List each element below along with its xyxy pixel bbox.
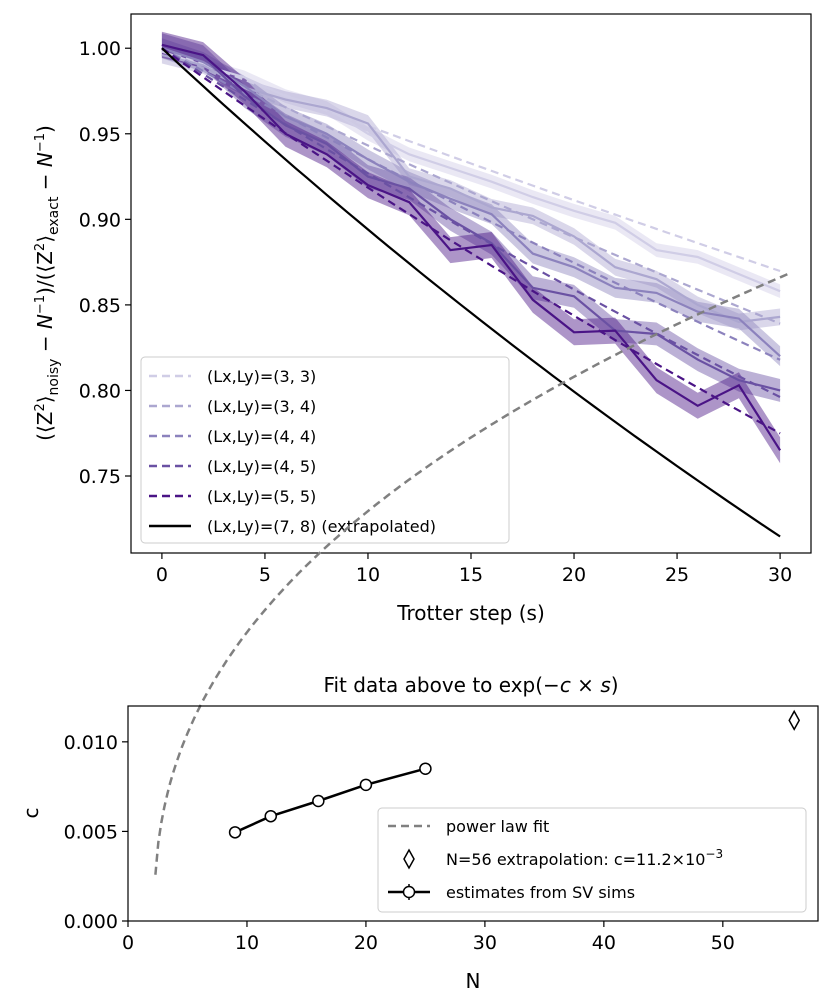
x-tick-label: 5 (259, 564, 271, 586)
x-tick-label: 25 (665, 564, 689, 586)
error-band (161, 44, 781, 298)
top-chart: 0 5 10 15 20 25 30 0.75 0.80 0.85 0.90 0.95 1.00 Tr… (33, 13, 812, 625)
y-tick-label: 1.00 (79, 38, 121, 60)
legend-swatch-extrapolation (403, 848, 415, 870)
legend-label: (Lx,Ly)=(4, 5) (207, 457, 316, 476)
x-tick-label: 20 (354, 932, 378, 954)
bottom-plot-area (154, 271, 801, 875)
x-tick-label: 10 (356, 564, 380, 586)
bottom-y-axis-label: c (19, 808, 43, 819)
legend-label: (Lx,Ly)=(5, 5) (207, 487, 316, 506)
x-tick-label: 40 (592, 932, 616, 954)
noisy-series-line (161, 54, 781, 324)
bottom-x-ticks: 0 10 20 30 40 50 (122, 921, 735, 954)
top-y-axis-label: (⟨Z2⟩noisy − N−1)/(⟨Z2⟩exact − N−1) (33, 125, 62, 441)
y-tick-label: 0.000 (64, 911, 118, 933)
error-band (161, 38, 781, 367)
top-x-ticks: 0 5 10 15 20 25 30 (156, 553, 792, 586)
legend-label-extrapolation: N=56 extrapolation: c=11.2×10−3 (446, 847, 723, 869)
legend-label-power-law: power law fit (446, 817, 549, 836)
fit-series-line (161, 47, 781, 273)
estimate-marker (312, 794, 325, 808)
noisy-series-line (161, 43, 782, 451)
y-tick-label: 0.90 (79, 209, 121, 231)
top-y-ticks: 0.75 0.80 0.85 0.90 0.95 1.00 (79, 38, 131, 488)
bottom-x-axis-label: N (466, 969, 481, 993)
svg-text:(⟨Z2⟩noisy − N−1)/(⟨Z2⟩exact −: (⟨Z2⟩noisy − N−1)/(⟨Z2⟩exact − N−1) (33, 125, 62, 441)
y-tick-label: 0.75 (79, 466, 121, 488)
fit-series-line (161, 47, 781, 325)
fit-series-line (161, 47, 781, 435)
x-tick-label: 0 (122, 932, 134, 954)
estimate-marker (419, 762, 432, 775)
x-tick-label: 0 (156, 564, 168, 586)
bottom-y-ticks: 0.000 0.005 0.010 (64, 732, 128, 933)
legend-swatch-estimates-marker (402, 885, 416, 899)
legend-label: (Lx,Ly)=(4, 4) (207, 427, 316, 446)
legend-label: (Lx,Ly)=(7, 8) (extrapolated) (207, 517, 436, 536)
y-tick-label: 0.85 (79, 295, 121, 317)
x-tick-label: 50 (711, 932, 735, 954)
x-tick-label: 20 (562, 564, 586, 586)
y-tick-label: 0.005 (64, 821, 118, 843)
top-legend-box (140, 356, 510, 544)
y-tick-label: 0.010 (64, 732, 118, 754)
y-tick-label: 0.95 (79, 124, 121, 146)
extrapolated-line (161, 47, 781, 538)
bottom-legend-box (377, 807, 807, 913)
bottom-chart: Fit data above to exp(−c × s) 0 10 20 30 40 5… (19, 271, 819, 993)
fit-series-line (161, 47, 781, 361)
series-lines (161, 43, 782, 538)
x-tick-label: 30 (768, 564, 792, 586)
estimate-marker (359, 778, 373, 792)
top-x-axis-label: Trotter step (s) (396, 601, 545, 625)
legend-label: (Lx,Ly)=(3, 4) (207, 397, 316, 416)
x-tick-label: 30 (473, 932, 497, 954)
bottom-legend: power law fit N=56 extrapolation: c=11.2… (377, 807, 807, 913)
x-tick-label: 15 (459, 564, 483, 586)
estimate-marker (264, 809, 278, 823)
bottom-plot-frame (127, 705, 819, 922)
noisy-series-line (161, 43, 781, 392)
estimate-marker (228, 826, 242, 839)
x-tick-label: 10 (235, 932, 259, 954)
power-law-fit-line (154, 271, 793, 875)
y-tick-label: 0.80 (79, 380, 121, 402)
extrapolation-marker (788, 709, 801, 731)
legend-label-estimates: estimates from SV sims (446, 883, 635, 902)
noisy-series-line (161, 47, 781, 358)
bottom-chart-title: Fit data above to exp(−c × s) (323, 673, 618, 697)
top-legend: (Lx,Ly)=(3, 3) (Lx,Ly)=(3, 4) (Lx,Ly)=(4, … (140, 356, 510, 544)
legend-label: (Lx,Ly)=(3, 3) (207, 367, 316, 386)
